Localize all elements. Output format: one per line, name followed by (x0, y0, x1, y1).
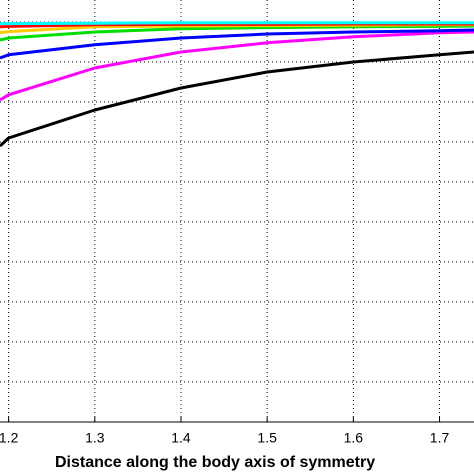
data-line (0, 50, 474, 148)
data-line (0, 21, 474, 26)
x-tick-label: 1.6 (344, 430, 364, 446)
x-tick-label: 1.3 (85, 430, 105, 446)
data-line (0, 24, 474, 42)
data-line (0, 30, 474, 102)
data-line (0, 28, 474, 60)
x-tick-label: 1.7 (430, 430, 450, 446)
x-tick-label: 1.4 (171, 430, 191, 446)
x-tick-label: 1.5 (257, 430, 277, 446)
x-tick-label: 1.2 (0, 430, 19, 446)
x-axis-label: Distance along the body axis of symmetry (55, 454, 375, 471)
